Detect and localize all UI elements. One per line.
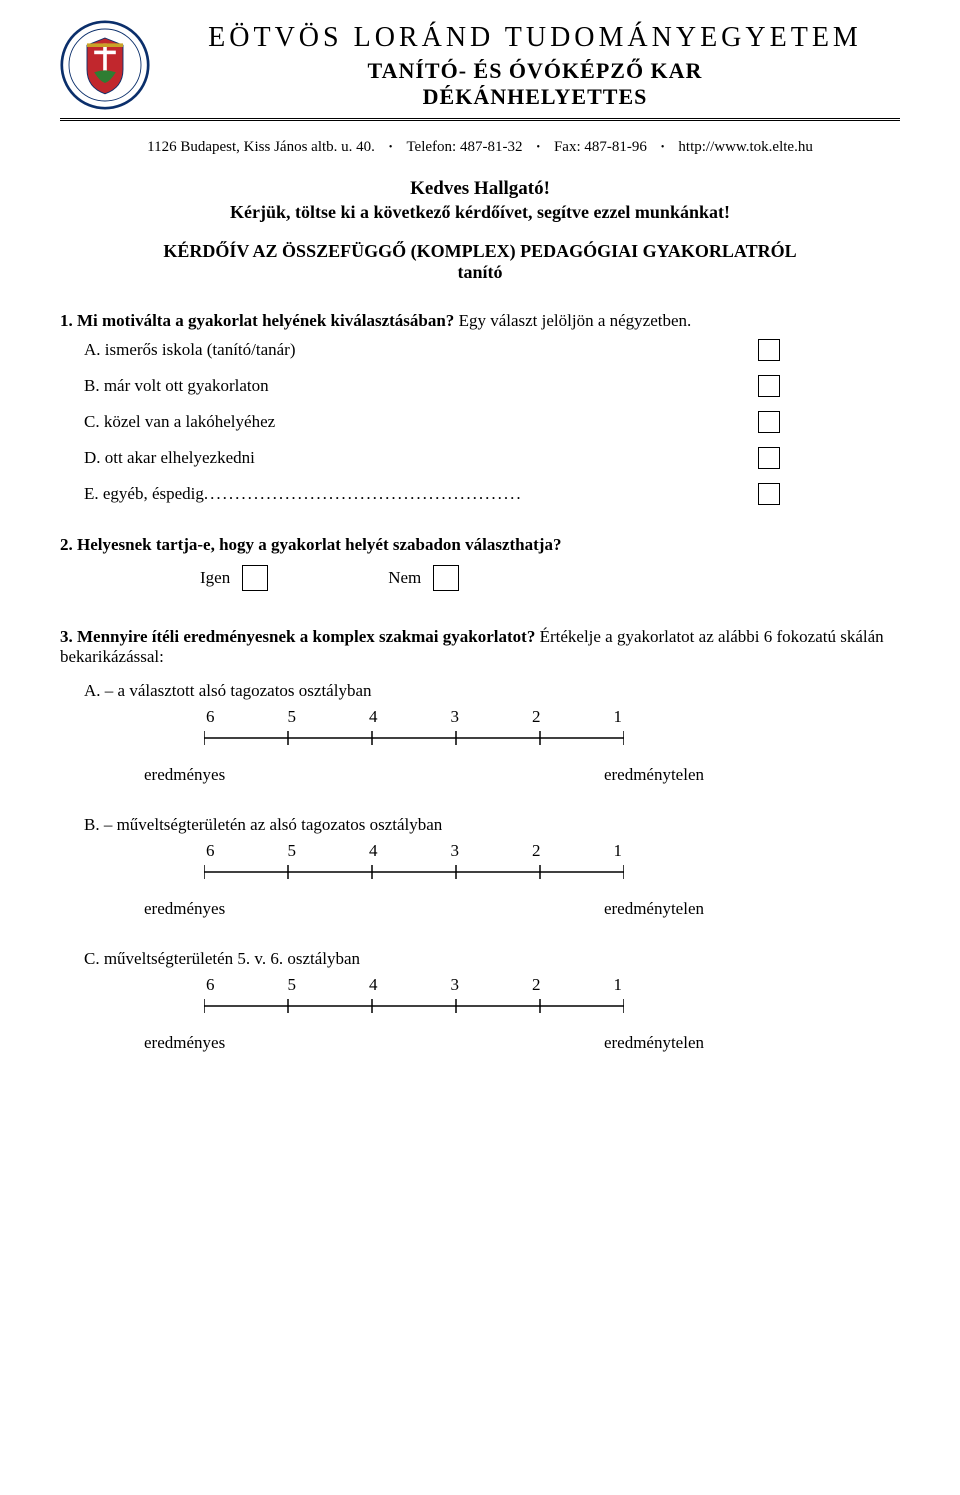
scale-number[interactable]: 6 [206, 707, 215, 727]
scale-label-left: eredményes [144, 1033, 225, 1053]
divider [60, 118, 900, 119]
scale-end-labels: eredményes eredménytelen [144, 1033, 704, 1053]
scale-axis [204, 863, 624, 881]
scale-number[interactable]: 5 [288, 841, 297, 861]
scale-axis [204, 729, 624, 747]
scale-number[interactable]: 5 [288, 975, 297, 995]
form-subtitle: tanító [60, 262, 900, 283]
bullet-icon: • [536, 140, 540, 155]
option-label: C. közel van a lakóhelyéhez [84, 412, 758, 432]
scale-number[interactable]: 2 [532, 707, 541, 727]
scale-number[interactable]: 3 [451, 975, 460, 995]
q1-options: A. ismerős iskola (tanító/tanár) B. már v… [84, 339, 900, 505]
scale-item-label: B. – műveltségterületén az alsó tagozato… [84, 815, 900, 835]
scale-wrap: 6 5 4 3 2 1 [204, 707, 624, 747]
scale-wrap: 6 5 4 3 2 1 [204, 975, 624, 1015]
scale-label-left: eredményes [144, 899, 225, 919]
yes-no-row: Igen Nem [200, 565, 900, 591]
option-checkbox[interactable] [758, 411, 780, 433]
yes-label: Igen [200, 568, 230, 588]
question-text: Helyesnek tartja-e, hogy a gyakorlat hel… [77, 535, 561, 554]
question-number: 1. [60, 311, 73, 330]
form-title: KÉRDŐÍV AZ ÖSSZEFÜGGŐ (KOMPLEX) PEDAGÓGI… [60, 241, 900, 262]
option-checkbox[interactable] [758, 339, 780, 361]
university-name: EÖTVÖS LORÁND TUDOMÁNYEGYETEM [170, 22, 900, 54]
scale-number[interactable]: 5 [288, 707, 297, 727]
bullet-icon: • [661, 140, 665, 155]
q1-option: B. már volt ott gyakorlaton [84, 375, 900, 397]
university-crest-icon [60, 20, 150, 110]
q1-option: C. közel van a lakóhelyéhez [84, 411, 900, 433]
phone: Telefon: 487-81-32 [406, 139, 522, 156]
scale-label-right: eredménytelen [604, 765, 704, 785]
yes-checkbox[interactable] [242, 565, 268, 591]
question-lead: Mennyire ítéli eredményesnek a komplex s… [77, 627, 535, 646]
scale-number[interactable]: 2 [532, 975, 541, 995]
scale-number[interactable]: 3 [451, 707, 460, 727]
fill-in-dots [204, 484, 523, 503]
option-checkbox[interactable] [758, 483, 780, 505]
scale-number[interactable]: 1 [614, 841, 623, 861]
no-label: Nem [388, 568, 421, 588]
scale-numbers: 6 5 4 3 2 1 [204, 841, 624, 861]
intro-text: Kérjük, töltse ki a következő kérdőívet,… [60, 202, 900, 223]
question-1: 1. Mi motiválta a gyakorlat helyének kiv… [60, 311, 900, 331]
scale-number[interactable]: 4 [369, 841, 378, 861]
scale-end-labels: eredményes eredménytelen [144, 765, 704, 785]
scale-number[interactable]: 6 [206, 841, 215, 861]
website-url: http://www.tok.elte.hu [678, 139, 812, 156]
divider [60, 120, 900, 121]
scale-numbers: 6 5 4 3 2 1 [204, 975, 624, 995]
scale-item: B. – műveltségterületén az alsó tagozato… [84, 815, 900, 919]
q1-option: D. ott akar elhelyezkedni [84, 447, 900, 469]
scale-number[interactable]: 1 [614, 975, 623, 995]
scale-item-label: C. műveltségterületén 5. v. 6. osztályba… [84, 949, 900, 969]
question-number: 3. [60, 627, 73, 646]
contact-line: 1126 Budapest, Kiss János altb. u. 40. •… [60, 139, 900, 156]
scale-label-left: eredményes [144, 765, 225, 785]
scale-number[interactable]: 1 [614, 707, 623, 727]
option-label: A. ismerős iskola (tanító/tanár) [84, 340, 758, 360]
bullet-icon: • [389, 140, 393, 155]
no-checkbox[interactable] [433, 565, 459, 591]
q1-option: E. egyéb, éspedig [84, 483, 900, 505]
option-label: D. ott akar elhelyezkedni [84, 448, 758, 468]
question-3: 3. Mennyire ítéli eredményesnek a komple… [60, 627, 900, 667]
scale-label-right: eredménytelen [604, 1033, 704, 1053]
scale-number[interactable]: 4 [369, 707, 378, 727]
letterhead: EÖTVÖS LORÁND TUDOMÁNYEGYETEM TANÍTÓ- ÉS… [60, 20, 900, 110]
scale-axis [204, 997, 624, 1015]
scale-number[interactable]: 6 [206, 975, 215, 995]
scale-wrap: 6 5 4 3 2 1 [204, 841, 624, 881]
question-number: 2. [60, 535, 73, 554]
option-checkbox[interactable] [758, 375, 780, 397]
question-text: Mi motiválta a gyakorlat helyének kivála… [77, 311, 454, 330]
scale-item: C. műveltségterületén 5. v. 6. osztályba… [84, 949, 900, 1053]
scale-label-right: eredménytelen [604, 899, 704, 919]
option-label: B. már volt ott gyakorlaton [84, 376, 758, 396]
fax: Fax: 487-81-96 [554, 139, 647, 156]
greeting: Kedves Hallgató! [60, 178, 900, 200]
question-hint: Egy választ jelöljön a négyzetben. [459, 311, 692, 330]
scale-numbers: 6 5 4 3 2 1 [204, 707, 624, 727]
scale-number[interactable]: 2 [532, 841, 541, 861]
option-label: E. egyéb, éspedig [84, 484, 758, 504]
option-checkbox[interactable] [758, 447, 780, 469]
question-2: 2. Helyesnek tartja-e, hogy a gyakorlat … [60, 535, 900, 555]
dean-title: DÉKÁNHELYETTES [170, 84, 900, 110]
address: 1126 Budapest, Kiss János altb. u. 40. [147, 139, 375, 156]
scale-number[interactable]: 3 [451, 841, 460, 861]
q1-option: A. ismerős iskola (tanító/tanár) [84, 339, 900, 361]
scale-number[interactable]: 4 [369, 975, 378, 995]
faculty-name: TANÍTÓ- ÉS ÓVÓKÉPZŐ KAR [170, 58, 900, 84]
scale-end-labels: eredményes eredménytelen [144, 899, 704, 919]
q3-scale-items: A. – a választott alsó tagozatos osztály… [60, 681, 900, 1053]
scale-item: A. – a választott alsó tagozatos osztály… [84, 681, 900, 785]
scale-item-label: A. – a választott alsó tagozatos osztály… [84, 681, 900, 701]
